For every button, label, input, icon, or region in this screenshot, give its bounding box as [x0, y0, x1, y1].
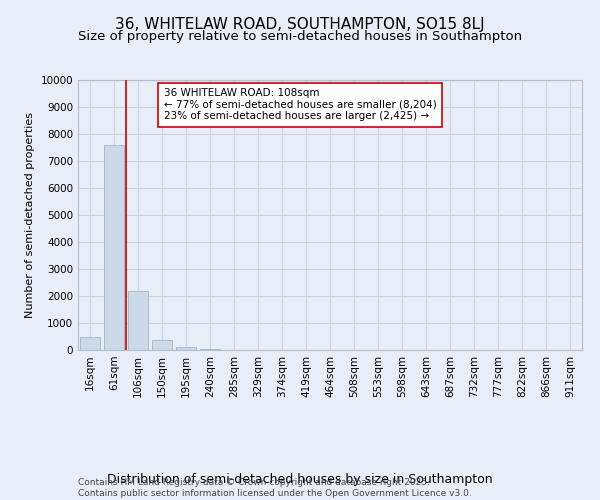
Text: Distribution of semi-detached houses by size in Southampton: Distribution of semi-detached houses by … [107, 472, 493, 486]
Text: 36, WHITELAW ROAD, SOUTHAMPTON, SO15 8LJ: 36, WHITELAW ROAD, SOUTHAMPTON, SO15 8LJ [115, 18, 485, 32]
Y-axis label: Number of semi-detached properties: Number of semi-detached properties [25, 112, 35, 318]
Bar [128, 290, 148, 350]
Text: Contains HM Land Registry data © Crown copyright and database right 2025.
Contai: Contains HM Land Registry data © Crown c… [78, 478, 472, 498]
Bar [152, 340, 172, 350]
Text: Size of property relative to semi-detached houses in Southampton: Size of property relative to semi-detach… [78, 30, 522, 43]
Bar [200, 348, 220, 350]
Bar [104, 145, 124, 350]
Bar [80, 336, 100, 350]
Text: 36 WHITELAW ROAD: 108sqm
← 77% of semi-detached houses are smaller (8,204)
23% o: 36 WHITELAW ROAD: 108sqm ← 77% of semi-d… [164, 88, 436, 122]
Bar [176, 348, 196, 350]
